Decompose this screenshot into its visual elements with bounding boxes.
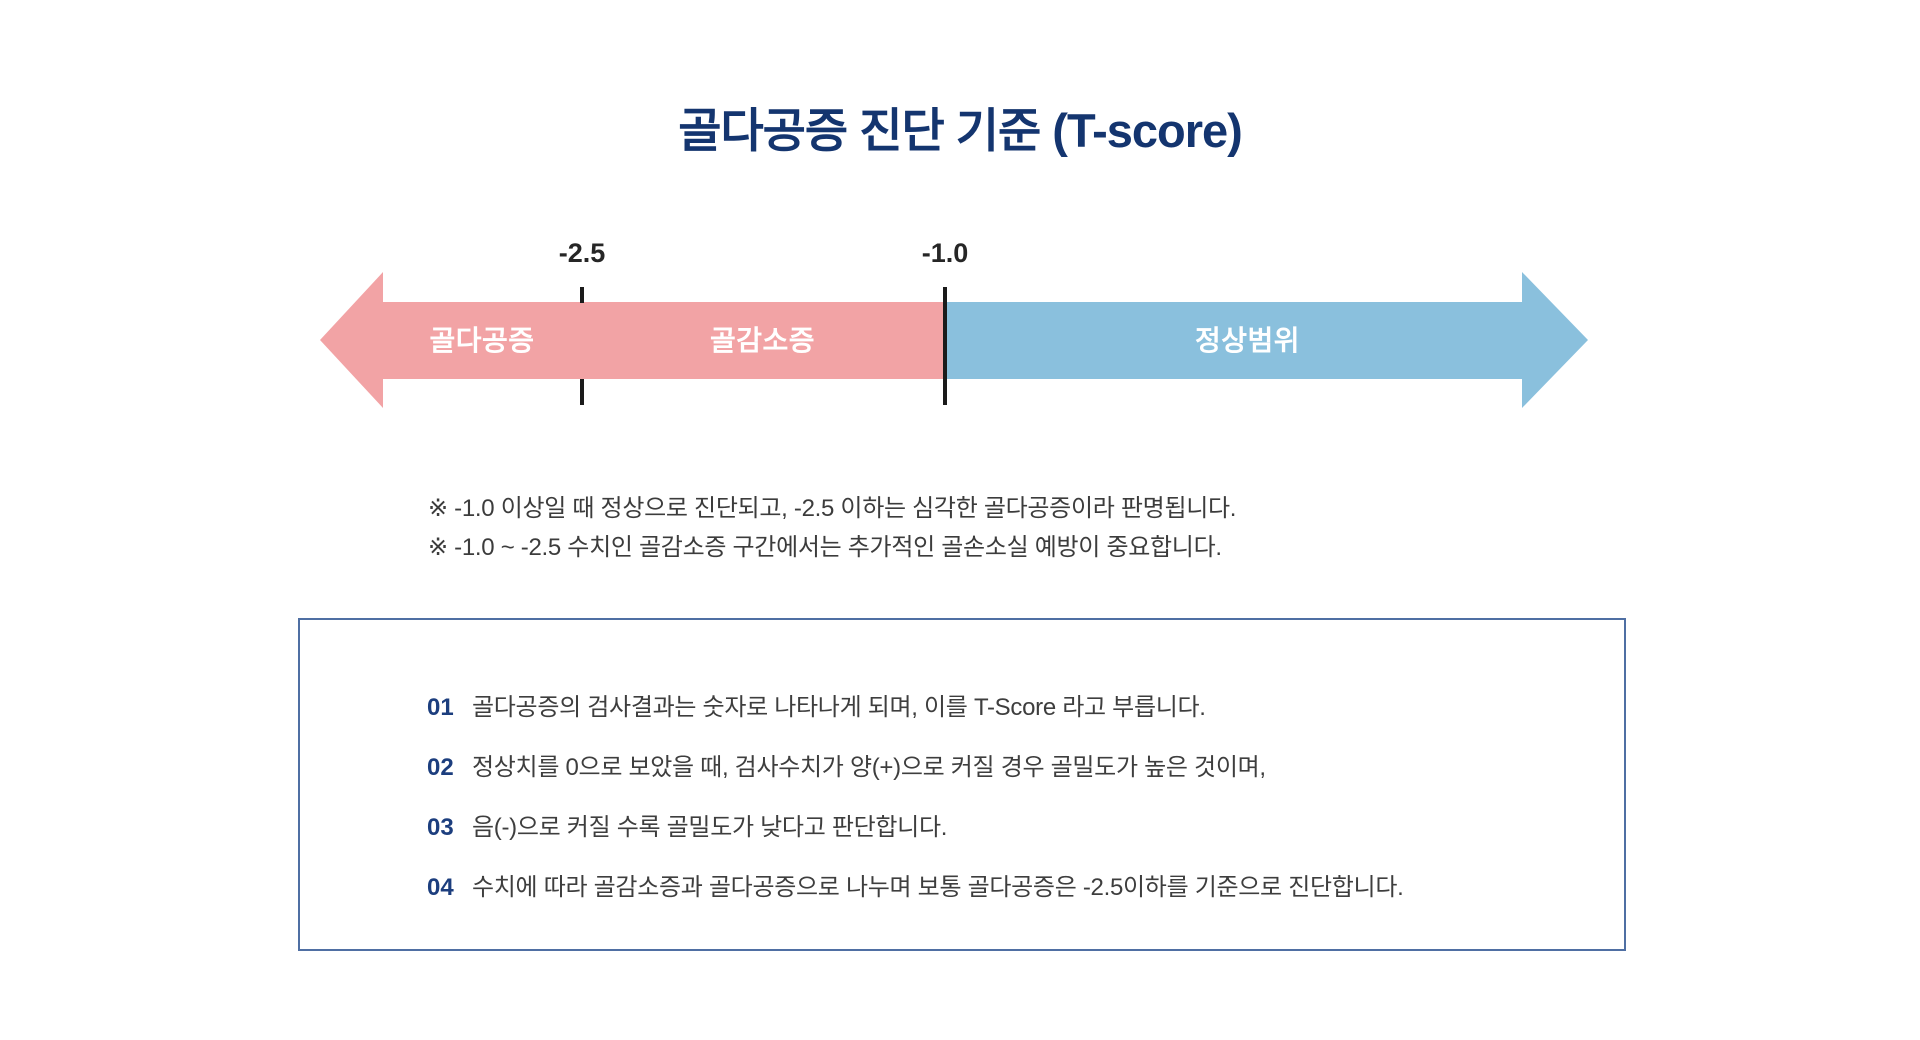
tick-minus-2-5-lower bbox=[580, 379, 584, 405]
tick-minus-1-0 bbox=[943, 287, 947, 405]
list-item-number: 04 bbox=[427, 874, 454, 901]
list-item: 03 음(-)으로 커질 수록 골밀도가 낮다고 판단합니다. bbox=[427, 807, 947, 842]
list-item: 01 골다공증의 검사결과는 숫자로 나타나게 되며, 이를 T-Score 라… bbox=[427, 687, 1206, 722]
segment-label-osteoporosis: 골다공증 bbox=[429, 325, 535, 356]
segment-label-osteopenia: 골감소증 bbox=[709, 325, 816, 356]
segment-label-normal: 정상범위 bbox=[1194, 325, 1301, 356]
info-box: 01 골다공증의 검사결과는 숫자로 나타나게 되며, 이를 T-Score 라… bbox=[298, 618, 1626, 951]
list-item-number: 02 bbox=[427, 754, 454, 781]
list-item-number: 01 bbox=[427, 694, 454, 721]
list-item-text: 골다공증의 검사결과는 숫자로 나타나게 되며, 이를 T-Score 라고 부… bbox=[472, 694, 1206, 721]
arrowhead-right-icon bbox=[1522, 272, 1588, 408]
list-item-text: 음(-)으로 커질 수록 골밀도가 낮다고 판단합니다. bbox=[472, 814, 948, 841]
footnote-line: ※ -1.0 이상일 때 정상으로 진단되고, -2.5 이하는 심각한 골다공… bbox=[428, 495, 1237, 522]
footnote-line: ※ -1.0 ~ -2.5 수치인 골감소증 구간에서는 추가적인 골손소실 예… bbox=[428, 534, 1222, 561]
list-item: 02 정상치를 0으로 보았을 때, 검사수치가 양(+)으로 커질 경우 골밀… bbox=[427, 747, 1266, 782]
list-item: 04 수치에 따라 골감소증과 골다공증으로 나누며 보통 골다공증은 -2.5… bbox=[427, 867, 1404, 902]
segment-normal-bar bbox=[945, 302, 1522, 379]
list-item-text: 정상치를 0으로 보았을 때, 검사수치가 양(+)으로 커질 경우 골밀도가 … bbox=[472, 754, 1266, 781]
tick-label-minus-1-0: -1.0 bbox=[921, 238, 969, 268]
page-title: 골다공증 진단 기준 (T-score) bbox=[678, 104, 1243, 157]
list-item-number: 03 bbox=[427, 814, 454, 841]
tick-minus-2-5-upper bbox=[580, 287, 584, 303]
arrowhead-left-icon bbox=[320, 272, 383, 408]
tick-label-minus-2-5: -2.5 bbox=[558, 238, 606, 268]
list-item-text: 수치에 따라 골감소증과 골다공증으로 나누며 보통 골다공증은 -2.5이하를… bbox=[472, 874, 1404, 901]
footnotes: ※ -1.0 이상일 때 정상으로 진단되고, -2.5 이하는 심각한 골다공… bbox=[428, 489, 1236, 567]
segment-osteoporosis-osteopenia-bar bbox=[382, 302, 945, 379]
